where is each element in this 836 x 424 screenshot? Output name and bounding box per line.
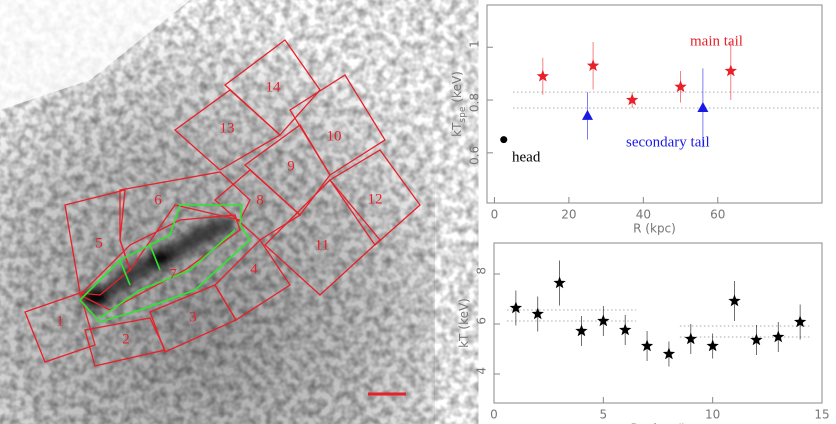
region-label: 14 <box>266 79 282 95</box>
region-label: 9 <box>287 158 295 174</box>
x-tick-label: 20 <box>561 208 576 222</box>
y-axis-label-part: kT <box>450 122 464 137</box>
y-axis-label-part: spe <box>458 106 468 122</box>
region-label: 5 <box>95 235 103 251</box>
x-tick-label: 40 <box>636 208 651 222</box>
region-label: 11 <box>315 237 329 253</box>
data-point <box>662 347 676 360</box>
region-label: 13 <box>220 120 235 136</box>
x-axis-label: R (kpc) <box>633 222 676 236</box>
data-point <box>794 315 807 328</box>
data-point <box>531 307 544 320</box>
x-tick-label: 0 <box>491 208 499 222</box>
annotation: main tail <box>690 33 743 49</box>
data-point <box>640 339 654 352</box>
xray-image <box>0 0 435 424</box>
data-point <box>582 109 593 120</box>
y-axis-label-part: (keV) <box>450 71 464 102</box>
annotation: head <box>512 149 541 165</box>
region-label: 1 <box>56 313 64 329</box>
region-label: 7 <box>169 266 177 282</box>
region-outlines <box>24 39 421 367</box>
region-label: 2 <box>122 331 130 347</box>
data-point <box>728 294 741 307</box>
y-tick-label: 0.6 <box>468 146 482 165</box>
data-point <box>509 301 522 314</box>
plot-frame <box>493 242 823 404</box>
plot-frame <box>486 4 823 204</box>
region-label: 3 <box>189 309 197 325</box>
y-axis-label-part: kT <box>457 333 471 348</box>
data-point <box>626 93 639 106</box>
data-point <box>706 339 719 352</box>
x-tick-label: 5 <box>600 408 608 422</box>
green-outlines <box>78 204 252 323</box>
data-point <box>619 323 632 336</box>
x-tick-label: 10 <box>705 408 720 422</box>
y-tick-label: 0.8 <box>468 93 482 112</box>
data-point <box>500 136 508 144</box>
region-label: 10 <box>327 128 342 144</box>
data-point <box>684 332 697 345</box>
data-point <box>750 333 763 346</box>
data-point <box>553 276 566 289</box>
y-axis-label-part: (keV) <box>457 298 471 329</box>
region-label: 4 <box>250 261 258 277</box>
y-tick-label: 8 <box>475 267 489 275</box>
data-point <box>586 59 600 71</box>
data-point <box>536 69 549 82</box>
y-axis-label: kTspe (keV) <box>450 71 468 137</box>
annotation: secondary tail <box>626 134 710 150</box>
data-point <box>575 324 588 337</box>
y-tick-label: 4 <box>475 367 489 375</box>
x-tick-label: 0 <box>490 408 498 422</box>
x-axis-label: Region # <box>631 422 686 424</box>
data-point <box>697 101 709 112</box>
data-point <box>772 330 785 343</box>
region-label: 6 <box>154 192 162 208</box>
data-point <box>724 64 737 77</box>
x-tick-label: 60 <box>710 208 725 222</box>
region-label: 8 <box>256 192 264 208</box>
x-tick-label: 15 <box>814 408 829 422</box>
y-tick-label: 6 <box>475 317 489 325</box>
data-point <box>597 314 610 327</box>
y-axis-label: kT (keV) <box>457 298 471 348</box>
y-tick-label: 1 <box>468 40 482 48</box>
region-label: 12 <box>368 191 383 207</box>
data-point <box>674 80 687 93</box>
